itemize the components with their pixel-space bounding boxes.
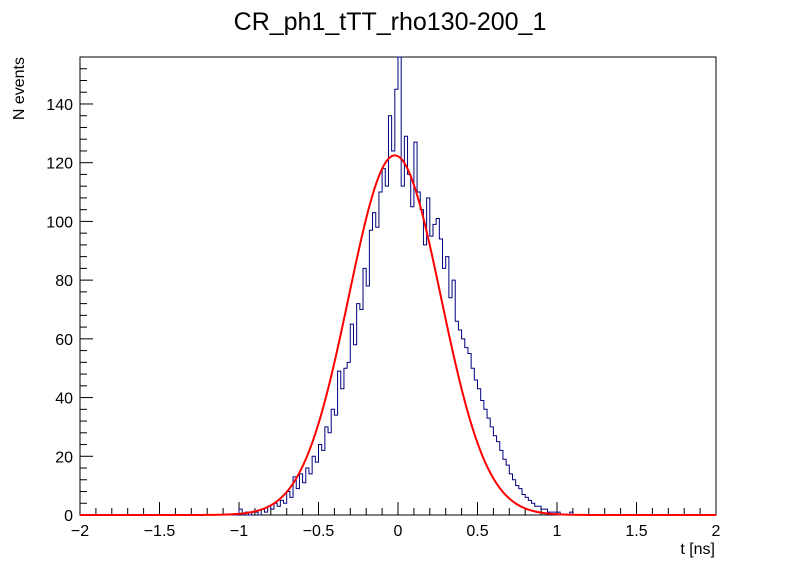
gaussian-fit-curve: [80, 154, 716, 516]
y-tick-label: 140: [46, 97, 73, 114]
x-tick-label: −0.5: [303, 523, 335, 540]
y-tick-label: 60: [55, 332, 73, 349]
x-tick-label: 1.5: [625, 523, 647, 540]
plot-content: [80, 56, 716, 516]
y-tick-label: 0: [64, 508, 73, 525]
x-tick-label: −1.5: [144, 523, 176, 540]
plot-frame: [79, 56, 717, 516]
y-tick-label: 20: [55, 449, 73, 466]
x-tick-label: −1: [230, 523, 248, 540]
x-axis: −2 −1.5 −1 −0.5 0 0.5 1 1.5 2: [71, 502, 721, 540]
y-tick-label: 120: [46, 156, 73, 173]
x-tick-label: −2: [71, 523, 89, 540]
chart-title: CR_ph1_tTT_rho130-200_1: [234, 8, 547, 36]
x-tick-label: 1: [553, 523, 562, 540]
y-tick-label: 80: [55, 273, 73, 290]
x-tick-label: 2: [712, 523, 721, 540]
x-tick-label: 0.5: [466, 523, 488, 540]
x-tick-label: 0: [394, 523, 403, 540]
x-axis-label: t [ns]: [680, 541, 715, 558]
y-tick-label: 100: [46, 214, 73, 231]
y-axis: 0 20 40 60 80 100 120 140: [46, 56, 93, 525]
histogram-series: [80, 56, 716, 516]
y-tick-label: 40: [55, 391, 73, 408]
y-axis-label: N events: [11, 57, 28, 120]
